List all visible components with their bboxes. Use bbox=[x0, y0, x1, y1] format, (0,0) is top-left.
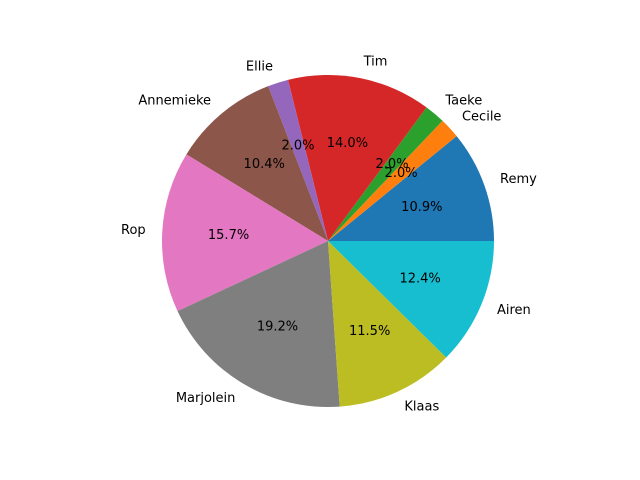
pie-slice-klaas bbox=[328, 241, 447, 407]
pie-slice-remy bbox=[328, 136, 494, 241]
slice-label-taeke: Taeke bbox=[444, 94, 482, 109]
slice-label-ellie: Ellie bbox=[246, 59, 273, 74]
pct-label-marjolein: 19.2% bbox=[257, 319, 298, 334]
pie-slice-rop bbox=[161, 154, 328, 312]
pct-label-remy: 10.9% bbox=[401, 200, 442, 215]
pct-label-tim: 14.0% bbox=[327, 136, 368, 151]
pie-slice-ellie bbox=[268, 79, 328, 241]
slice-label-airen: Airen bbox=[497, 303, 531, 318]
pct-label-cecile: 2.0% bbox=[385, 166, 418, 181]
slice-label-rop: Rop bbox=[121, 223, 146, 238]
pct-label-taeke: 2.0% bbox=[376, 157, 409, 172]
slice-label-tim: Tim bbox=[363, 54, 388, 69]
pie-slice-cecile bbox=[328, 120, 457, 241]
slice-label-marjolein: Marjolein bbox=[176, 391, 236, 406]
slice-label-cecile: Cecile bbox=[462, 109, 501, 124]
labels-layer: Remy 10.9% Cecile 2.0% Taeke 2.0% Tim 14.0% Elli… bbox=[121, 54, 537, 414]
pie-slice-airen bbox=[328, 241, 494, 358]
pie-slice-tim bbox=[288, 75, 427, 241]
pct-label-rop: 15.7% bbox=[208, 228, 249, 243]
slice-label-annemieke: Annemieke bbox=[138, 93, 211, 108]
pie-slice-annemieke bbox=[186, 86, 328, 241]
pct-label-annemieke: 10.4% bbox=[244, 157, 285, 172]
slices-layer bbox=[161, 75, 494, 408]
pct-label-ellie: 2.0% bbox=[281, 139, 314, 154]
slice-label-klaas: Klaas bbox=[404, 399, 439, 414]
pct-label-airen: 12.4% bbox=[399, 271, 440, 286]
slice-label-remy: Remy bbox=[500, 172, 537, 187]
pie-slice-taeke bbox=[328, 107, 443, 241]
pct-label-klaas: 11.5% bbox=[349, 324, 390, 339]
pie-slice-marjolein bbox=[177, 241, 340, 408]
